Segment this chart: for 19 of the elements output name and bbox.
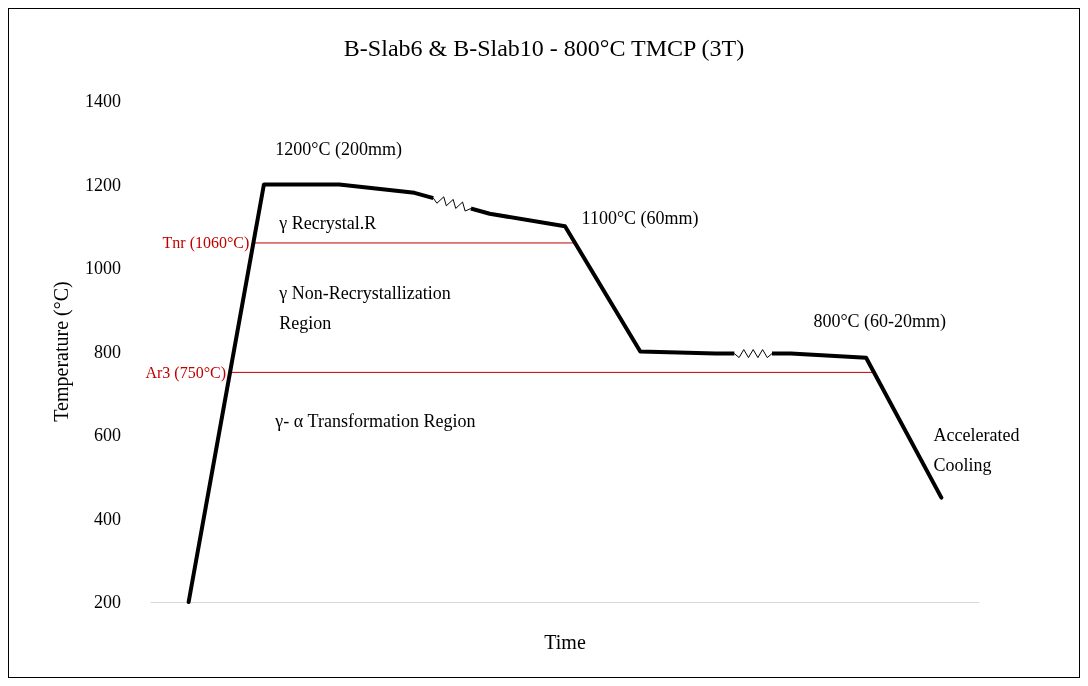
annotation: Accelerated Cooling: [933, 424, 1020, 475]
y-tick-label: 600: [94, 425, 121, 445]
annotation: γ Non-Recrystallization Region: [278, 282, 451, 333]
y-tick-label: 400: [94, 508, 121, 529]
y-tick-label: 800: [94, 341, 121, 362]
y-tick-label: 1400: [85, 91, 121, 111]
annotation: 800°C (60-20mm): [813, 310, 947, 332]
ref-line-label: Ar3 (750°C): [145, 363, 227, 382]
x-axis-title: Time: [544, 631, 586, 653]
chart-title: B-Slab6 & B-Slab10 - 800°C TMCP (3T): [343, 35, 745, 61]
annotation: γ Recrystal.R: [278, 213, 377, 234]
annotation: 1200°C (200mm): [275, 138, 402, 160]
y-tick-label: 200: [94, 592, 121, 612]
ref-line-label: Tnr (1060°C): [162, 234, 250, 253]
y-tick-label: 1200: [85, 174, 121, 195]
annotation: 1100°C (60mm): [581, 208, 699, 230]
y-tick-label: 1000: [85, 258, 121, 278]
annotation: γ- α Transformation Region: [274, 410, 476, 431]
y-axis-title: Temperature (°C): [50, 281, 73, 422]
